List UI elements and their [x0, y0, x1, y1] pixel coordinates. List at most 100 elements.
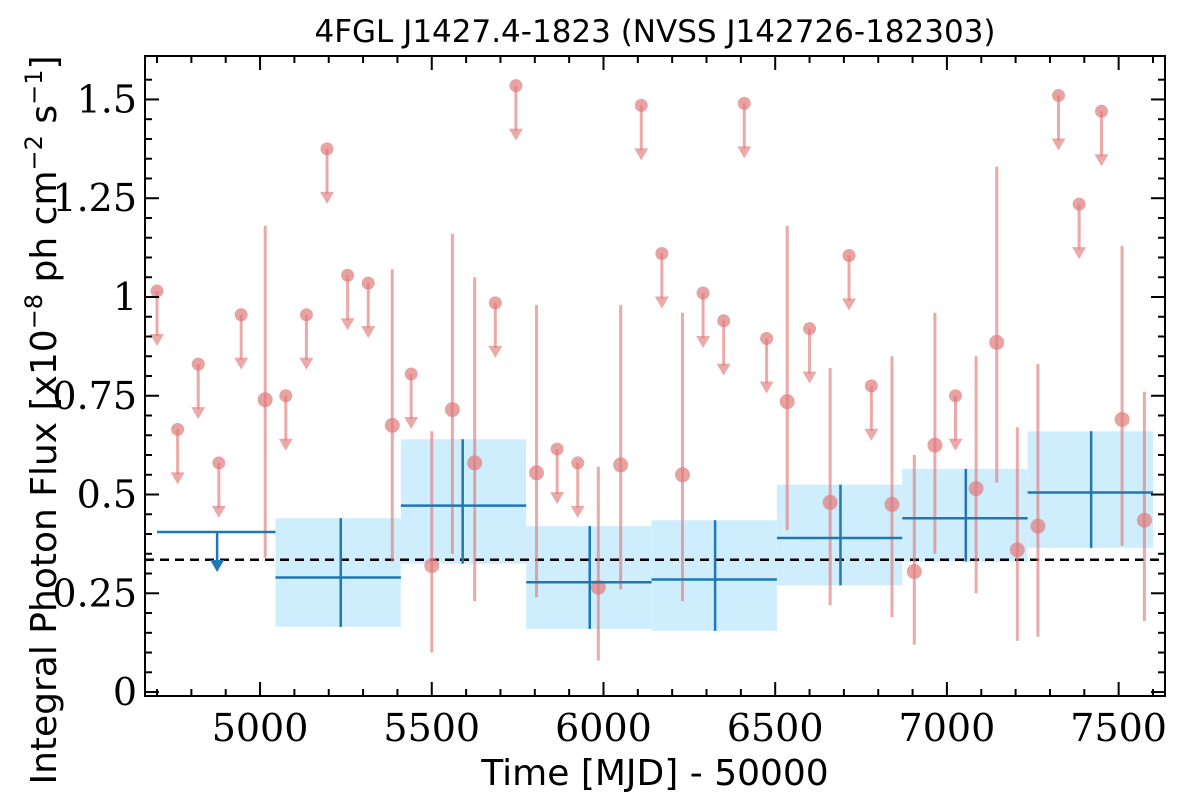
- upper-limit-arrow-head: [320, 191, 335, 204]
- upper-limit-point: [279, 389, 293, 403]
- upper-limit-point: [1072, 197, 1086, 211]
- upper-limit-point: [842, 249, 856, 263]
- y-tick-label: 0: [113, 670, 137, 714]
- upper-limit-arrow-head: [299, 357, 314, 370]
- short-bin-point: [906, 564, 922, 580]
- upper-limit-arrow-head: [150, 334, 165, 347]
- upper-limit-arrow-head: [211, 505, 226, 518]
- upper-limit-point: [234, 308, 248, 322]
- y-axis-label-middle: ph cm: [24, 170, 65, 293]
- upper-limit-arrow-head: [278, 438, 293, 451]
- short-bin-point: [444, 402, 460, 418]
- upper-limit-point: [361, 276, 375, 290]
- x-tick-label: 6000: [555, 706, 652, 750]
- upper-limit-point: [488, 296, 502, 310]
- upper-limit-arrow-head: [948, 438, 963, 451]
- x-tick-label: 6500: [727, 706, 824, 750]
- upper-limit-arrow-head: [716, 363, 731, 376]
- short-bin-point: [1136, 512, 1152, 528]
- y-axis-label-end: ]: [24, 55, 65, 69]
- upper-limit-point: [803, 322, 817, 336]
- upper-limit-arrow-head: [696, 336, 711, 349]
- upper-limit-arrow-head: [1051, 138, 1066, 151]
- y-axis-label-exponent-1: −8: [20, 294, 48, 329]
- y-tick-label: 0.25: [52, 571, 137, 615]
- upper-limit-point: [191, 357, 205, 371]
- upper-limit-arrow-head: [340, 318, 355, 331]
- y-tick-label: 0.75: [52, 374, 137, 418]
- upper-limit-arrow-head: [654, 296, 669, 309]
- upper-limit-point: [655, 247, 669, 261]
- upper-limit-arrow-head: [1072, 247, 1087, 260]
- y-tick-label: 1.25: [52, 176, 137, 220]
- x-tick-label: 7500: [1070, 706, 1167, 750]
- short-bin-point: [884, 496, 900, 512]
- short-bin-point: [779, 394, 795, 410]
- short-bin-point: [384, 417, 400, 433]
- x-axis-label: Time [MJD] - 50000: [480, 753, 828, 794]
- long-bin-upper-limit-arrow-head: [210, 560, 225, 573]
- y-axis-label: Integral Photon Flux [x10−8 ph cm−2 s−1]: [20, 55, 65, 784]
- upper-limit-arrow-head: [508, 128, 523, 141]
- x-tick-label: 5500: [383, 706, 480, 750]
- upper-limit-point: [171, 422, 185, 436]
- y-axis-label-exponent-3: −1: [20, 70, 48, 105]
- short-bin-point: [257, 392, 273, 408]
- x-axis: 5000 5500 6000 6500 7000 7500: [156, 56, 1167, 750]
- upper-limit-point: [696, 286, 710, 300]
- y-tick-label: 1: [113, 275, 137, 319]
- upper-limit-point: [717, 314, 731, 328]
- short-bin-point: [674, 467, 690, 483]
- upper-limit-arrow-head: [361, 326, 376, 339]
- plot-area: [145, 79, 1165, 661]
- short-bin-point: [467, 455, 483, 471]
- chart-title: 4FGL J1427.4-1823 (NVSS J142726-182303): [314, 14, 995, 50]
- short-bin-point: [1114, 411, 1130, 427]
- x-tick-label: 7000: [899, 706, 996, 750]
- upper-limit-arrow-head: [802, 371, 817, 384]
- upper-limit-arrow-head: [759, 381, 774, 394]
- upper-limit-point: [737, 96, 751, 110]
- short-bin-point: [989, 334, 1005, 350]
- upper-limit-point: [404, 367, 418, 381]
- short-bin-point: [822, 494, 838, 510]
- upper-limit-point: [150, 284, 164, 298]
- y-axis-label-middle-2: s: [24, 105, 65, 135]
- y-axis-label-main: Integral Photon Flux [x10: [24, 329, 65, 784]
- short-bin-point: [1009, 542, 1025, 558]
- upper-limit-arrow-head: [634, 148, 649, 161]
- upper-limit-point: [949, 389, 963, 403]
- short-bin-point: [968, 481, 984, 497]
- upper-limit-arrow-head: [170, 472, 185, 485]
- upper-limit-point: [320, 142, 334, 156]
- upper-limit-point: [550, 442, 564, 456]
- upper-limit-arrow-head: [737, 146, 752, 159]
- upper-limit-arrow-head: [842, 298, 857, 311]
- upper-limit-point: [864, 379, 878, 393]
- short-bin-point: [424, 558, 440, 574]
- upper-limit-point: [634, 98, 648, 112]
- upper-limit-point: [212, 456, 226, 470]
- upper-limit-arrow-head: [488, 345, 503, 358]
- upper-limit-point: [1052, 89, 1066, 103]
- y-axis-label-exponent-2: −2: [20, 135, 48, 170]
- upper-limit-arrow-head: [864, 428, 879, 441]
- upper-limit-point: [1094, 104, 1108, 118]
- x-tick-label: 5000: [212, 706, 309, 750]
- upper-limit-arrow-head: [570, 505, 585, 518]
- upper-limit-arrow-head: [550, 492, 565, 505]
- short-bin-point: [529, 465, 545, 481]
- short-bin-point: [927, 437, 943, 453]
- upper-limit-arrow-head: [1094, 154, 1109, 167]
- upper-limit-arrow-head: [404, 417, 419, 430]
- upper-limit-point: [299, 308, 313, 322]
- upper-limit-arrow-head: [234, 357, 249, 370]
- long-bin-error-box: [275, 518, 401, 627]
- upper-limit-point: [509, 79, 523, 93]
- y-axis: 0 0.25 0.5 0.75 1 1.25 1.5: [52, 77, 1165, 714]
- short-bin-point: [590, 579, 606, 595]
- upper-limit-point: [571, 456, 585, 470]
- upper-limit-point: [760, 331, 774, 345]
- upper-limit-point: [341, 268, 355, 282]
- upper-limit-arrow-head: [191, 407, 206, 420]
